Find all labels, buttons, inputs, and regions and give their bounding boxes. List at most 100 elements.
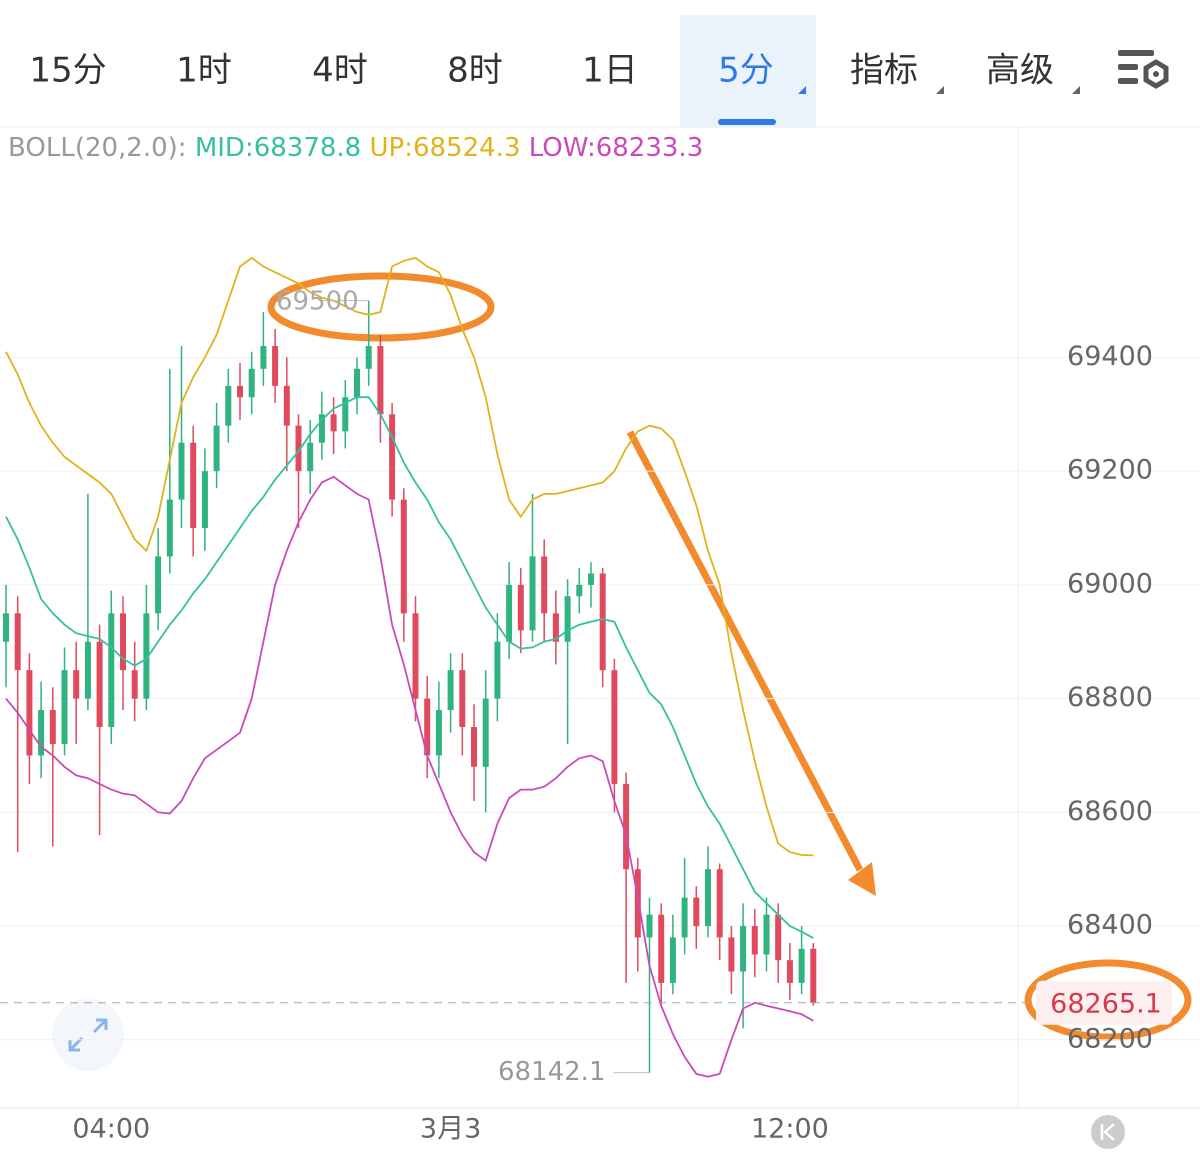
dropdown-caret — [1072, 86, 1080, 94]
candle-body — [73, 670, 80, 699]
candle-body — [611, 670, 618, 784]
candle-body — [190, 442, 197, 529]
candle-body — [213, 425, 220, 472]
bollinger-line — [5, 475, 814, 1078]
candle-body — [108, 613, 115, 728]
candle-body — [283, 385, 290, 426]
tab[interactable]: 5分 — [718, 51, 774, 91]
candle-body — [459, 670, 466, 728]
y-tick-label: 69400 — [1067, 341, 1153, 372]
candle-body — [763, 914, 770, 955]
candle-body — [588, 573, 594, 585]
active-tab-bg — [680, 15, 816, 127]
y-tick-label: 68400 — [1067, 910, 1153, 941]
bollinger-line — [5, 256, 814, 857]
candle-body — [14, 613, 21, 671]
candle-body — [740, 926, 747, 972]
x-tick-label: 04:00 — [72, 1114, 150, 1145]
candle-body — [166, 499, 173, 557]
candle-body — [155, 556, 162, 614]
candle-body — [669, 937, 676, 983]
y-tick-label: 69000 — [1067, 568, 1153, 599]
legend-item: LOW:68233.3 — [529, 133, 703, 163]
indicator-name: BOLL(20,2.0): — [8, 133, 195, 163]
candle-body — [131, 670, 138, 699]
candle-body — [634, 869, 641, 938]
y-tick-label: 68800 — [1067, 682, 1153, 713]
candle-body — [84, 641, 91, 699]
candle-body — [786, 960, 793, 983]
candle-body — [272, 346, 279, 386]
expand-button[interactable] — [52, 999, 124, 1071]
candle-body — [693, 897, 700, 927]
candle-body — [775, 914, 782, 961]
dropdown-caret — [798, 86, 806, 94]
candle-body — [541, 556, 548, 614]
candle-body — [529, 556, 536, 631]
low-label: 68142.1 — [498, 1057, 606, 1087]
candle-body — [26, 670, 33, 756]
x-tick-label: 3月3 — [420, 1114, 481, 1145]
tab[interactable]: 15分 — [29, 51, 106, 91]
candle-body — [658, 914, 665, 983]
tab[interactable]: 指标 — [850, 51, 918, 91]
candle-body — [552, 613, 559, 642]
y-tick-label: 68600 — [1067, 796, 1153, 827]
candle-body — [318, 414, 325, 443]
scroll-latest-button[interactable] — [1091, 1115, 1125, 1149]
candle-body — [365, 346, 372, 369]
high-label: 69500 — [276, 287, 359, 317]
indicator-legend: BOLL(20,2.0): MID:68378.8 UP:68524.3 LOW… — [8, 133, 703, 163]
candle-body — [599, 573, 606, 671]
candle-body — [330, 414, 337, 432]
candle-body — [377, 346, 384, 415]
candle-body — [178, 442, 185, 500]
last-price-tag: 68265.1 — [1050, 988, 1162, 1019]
tab[interactable]: 1时 — [176, 51, 232, 91]
candle-body — [471, 727, 477, 767]
candle-body — [646, 914, 653, 938]
candle-body — [728, 937, 735, 972]
last-price-tag-bg — [1036, 980, 1172, 1025]
y-tick-label: 68200 — [1067, 1023, 1153, 1054]
candle-body — [681, 897, 688, 938]
legend-item: MID:68378.8 — [195, 133, 370, 163]
tab[interactable]: 8时 — [447, 51, 503, 91]
candle-body — [237, 385, 243, 398]
candle-body — [482, 698, 489, 767]
candle-body — [435, 709, 442, 756]
candle-body — [307, 442, 314, 472]
candle-body — [260, 346, 267, 369]
candle-body — [342, 397, 349, 432]
candle-body — [38, 709, 45, 756]
candle-body — [96, 641, 103, 728]
candle-body — [494, 641, 501, 699]
candle-body — [225, 385, 232, 426]
candle-body — [447, 670, 454, 710]
candle-body — [705, 869, 711, 927]
candle-body — [623, 783, 630, 870]
candle-body — [751, 926, 758, 955]
candle-body — [61, 670, 68, 745]
dropdown-caret — [936, 86, 944, 94]
candle-body — [143, 613, 150, 699]
candle-body — [564, 596, 571, 642]
candle-body — [295, 425, 302, 472]
candle-body — [506, 584, 513, 642]
tab[interactable]: 4时 — [312, 51, 368, 91]
candle-body — [201, 471, 208, 529]
candle-body — [49, 709, 56, 745]
candle-body — [810, 948, 817, 1003]
x-tick-label: 12:00 — [751, 1114, 829, 1145]
tab[interactable]: 高级 — [986, 51, 1054, 91]
tab[interactable]: 1日 — [582, 51, 638, 91]
candle-body — [576, 584, 583, 597]
settings-icon[interactable] — [1118, 50, 1169, 89]
candle-body — [424, 698, 431, 756]
candle-body — [412, 613, 419, 699]
candle-body — [248, 368, 255, 398]
candle-body — [389, 414, 396, 500]
bollinger-line — [5, 396, 814, 939]
